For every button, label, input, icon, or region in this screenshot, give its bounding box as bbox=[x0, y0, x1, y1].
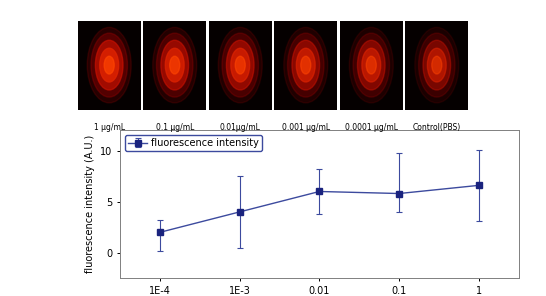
Ellipse shape bbox=[170, 56, 180, 74]
Ellipse shape bbox=[428, 48, 446, 82]
Ellipse shape bbox=[292, 40, 319, 90]
Ellipse shape bbox=[104, 56, 114, 74]
Ellipse shape bbox=[153, 27, 197, 103]
Legend: fluorescence intensity: fluorescence intensity bbox=[125, 135, 262, 151]
Y-axis label: fluorescence intensity (A.U.): fluorescence intensity (A.U.) bbox=[85, 135, 94, 274]
Ellipse shape bbox=[296, 48, 315, 82]
Ellipse shape bbox=[353, 33, 389, 97]
Ellipse shape bbox=[284, 27, 328, 103]
Text: Control(PBS): Control(PBS) bbox=[413, 123, 461, 132]
Ellipse shape bbox=[100, 48, 118, 82]
Ellipse shape bbox=[366, 56, 376, 74]
Ellipse shape bbox=[218, 27, 262, 103]
Ellipse shape bbox=[432, 56, 442, 74]
Text: 1 μg/mL: 1 μg/mL bbox=[93, 123, 125, 132]
Text: 0.001 μg/mL: 0.001 μg/mL bbox=[282, 123, 330, 132]
Ellipse shape bbox=[157, 33, 193, 97]
Ellipse shape bbox=[301, 56, 311, 74]
Ellipse shape bbox=[235, 56, 245, 74]
Ellipse shape bbox=[227, 40, 254, 90]
Ellipse shape bbox=[161, 40, 188, 90]
Ellipse shape bbox=[165, 48, 184, 82]
Ellipse shape bbox=[87, 27, 131, 103]
Ellipse shape bbox=[358, 40, 385, 90]
Ellipse shape bbox=[288, 33, 324, 97]
Text: 0.1 μg/mL: 0.1 μg/mL bbox=[156, 123, 194, 132]
Text: 0.01μg/mL: 0.01μg/mL bbox=[220, 123, 260, 132]
Text: 0.0001 μg/mL: 0.0001 μg/mL bbox=[345, 123, 398, 132]
Ellipse shape bbox=[419, 33, 455, 97]
Ellipse shape bbox=[231, 48, 250, 82]
Ellipse shape bbox=[415, 27, 459, 103]
Ellipse shape bbox=[349, 27, 393, 103]
Ellipse shape bbox=[96, 40, 123, 90]
Ellipse shape bbox=[423, 40, 450, 90]
Ellipse shape bbox=[91, 33, 127, 97]
Ellipse shape bbox=[222, 33, 258, 97]
Ellipse shape bbox=[362, 48, 381, 82]
